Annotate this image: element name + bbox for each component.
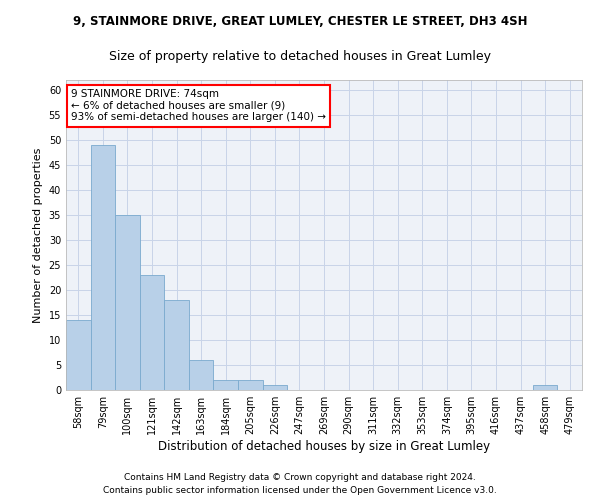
Text: Contains HM Land Registry data © Crown copyright and database right 2024.: Contains HM Land Registry data © Crown c… <box>124 472 476 482</box>
Bar <box>91 145 115 390</box>
Text: 9, STAINMORE DRIVE, GREAT LUMLEY, CHESTER LE STREET, DH3 4SH: 9, STAINMORE DRIVE, GREAT LUMLEY, CHESTE… <box>73 15 527 28</box>
Bar <box>164 300 189 390</box>
Text: 9 STAINMORE DRIVE: 74sqm
← 6% of detached houses are smaller (9)
93% of semi-det: 9 STAINMORE DRIVE: 74sqm ← 6% of detache… <box>71 90 326 122</box>
Bar <box>66 320 91 390</box>
Bar <box>238 380 263 390</box>
Bar <box>140 275 164 390</box>
Bar <box>533 385 557 390</box>
Y-axis label: Number of detached properties: Number of detached properties <box>33 148 43 322</box>
Bar <box>214 380 238 390</box>
Bar <box>115 215 140 390</box>
Text: Contains public sector information licensed under the Open Government Licence v3: Contains public sector information licen… <box>103 486 497 495</box>
Text: Size of property relative to detached houses in Great Lumley: Size of property relative to detached ho… <box>109 50 491 63</box>
Bar <box>263 385 287 390</box>
X-axis label: Distribution of detached houses by size in Great Lumley: Distribution of detached houses by size … <box>158 440 490 453</box>
Bar <box>189 360 214 390</box>
